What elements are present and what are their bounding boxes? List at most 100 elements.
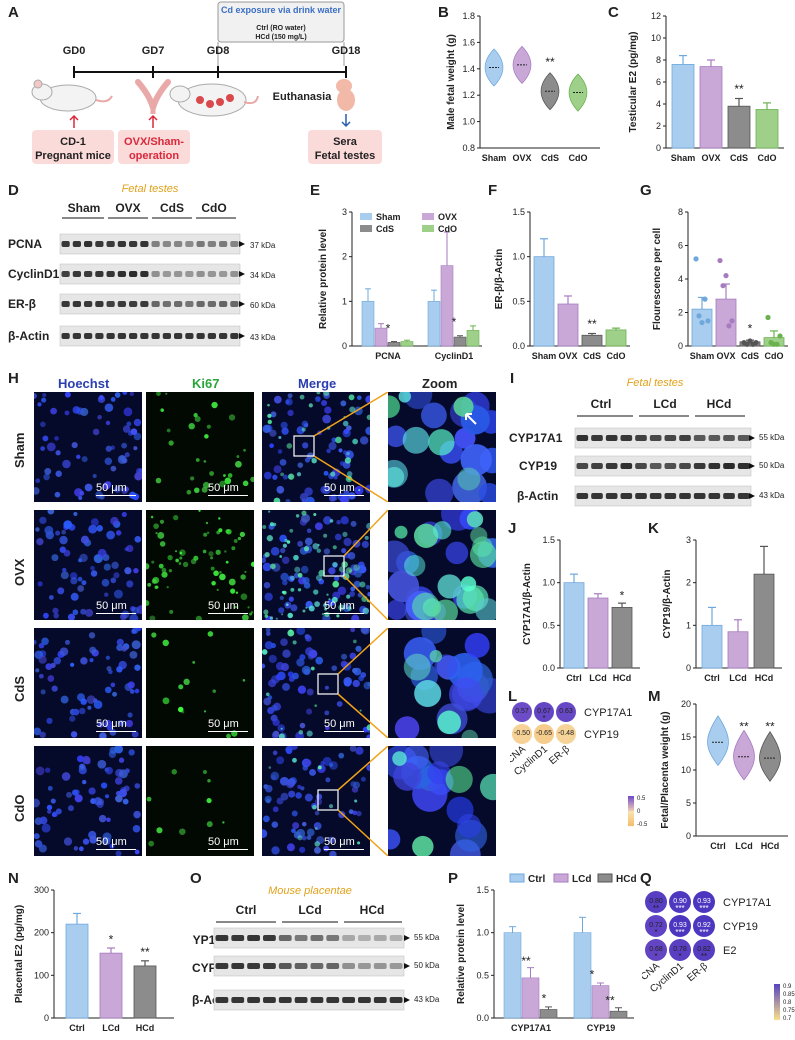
blot-band	[708, 463, 721, 469]
panel-letter-g: G	[640, 182, 652, 199]
nucleus	[263, 581, 271, 589]
color-scale-step	[774, 1006, 780, 1009]
blot-band	[693, 463, 706, 469]
nucleus	[34, 487, 40, 495]
scale-bar: 50 μm	[96, 482, 136, 496]
panel-o-western-blot: Mouse placentae Ctrl LCd HCd CYP17A1 CYP…	[192, 885, 440, 1011]
blot-band	[294, 997, 308, 1003]
arrow-left-icon	[239, 271, 245, 277]
nucleus	[90, 518, 99, 527]
group-hcd-o: HCd	[360, 903, 385, 917]
correlation-value: 0.93	[673, 922, 687, 929]
ki67-signal	[331, 596, 338, 603]
ki67-signal	[297, 572, 303, 578]
group-ctrl-o: Ctrl	[236, 903, 257, 917]
nucleus	[263, 471, 272, 480]
nucleus	[121, 646, 127, 652]
blot-band	[373, 963, 387, 969]
color-scale-label: 0	[637, 809, 641, 815]
nucleus	[133, 567, 139, 574]
panel-l-correlation-matrix: 0.57 0.67*0.63-0.50 -0.65 -0.48CYP17A1CYP19…	[510, 702, 648, 828]
col-header-merge: Merge	[298, 376, 337, 391]
significance-mark: **	[140, 945, 150, 959]
ki67-signal	[158, 563, 164, 569]
ki67-signal	[297, 588, 302, 592]
blot-band	[649, 435, 662, 441]
significance-mark: *	[590, 968, 595, 982]
ki67-signal	[352, 438, 358, 445]
correlation-value: 0.68	[649, 946, 663, 953]
nucleus	[285, 498, 291, 502]
panel-letter-q: Q	[640, 870, 652, 887]
nucleus	[40, 689, 46, 695]
x-tick-label: CdO	[569, 153, 588, 163]
nucleus	[278, 607, 285, 614]
ki67-signal	[250, 476, 254, 483]
legend-label: Ctrl	[528, 874, 545, 885]
ki67-signal	[179, 549, 186, 556]
ki67-signal	[209, 471, 215, 476]
correlation-value: 0.63	[559, 708, 573, 715]
ki67-signal	[247, 606, 250, 609]
nucleus	[80, 608, 87, 615]
ki67-signal	[203, 460, 207, 463]
ki67-signal	[156, 827, 163, 834]
color-scale-step	[774, 1017, 780, 1019]
ki67-signal	[235, 460, 242, 468]
nucleus	[328, 567, 336, 575]
group-cdo-d: CdO	[201, 201, 226, 215]
nucleus	[80, 657, 88, 665]
blot-band	[162, 301, 171, 307]
nucleus	[306, 828, 315, 837]
color-scale-step	[774, 1012, 780, 1015]
y-tick-label: 5	[686, 798, 691, 808]
nucleus	[339, 495, 349, 502]
data-point	[702, 296, 708, 302]
nucleus	[41, 637, 49, 646]
nucleus	[328, 494, 336, 502]
nucleus	[282, 579, 288, 586]
nucleus	[322, 756, 332, 766]
ki67-signal	[242, 480, 249, 487]
nucleus	[42, 393, 47, 398]
color-scale-step	[628, 821, 634, 824]
blot-band	[679, 463, 691, 469]
legend-label: LCd	[572, 874, 591, 885]
nucleus	[41, 823, 51, 833]
y-tick-label: 15	[681, 732, 691, 742]
micrograph-hoechst-cds: 50 μm	[34, 628, 142, 738]
ki67-signal	[326, 593, 329, 596]
ki67-signal	[198, 510, 201, 512]
nucleus	[282, 474, 288, 480]
x-tick-label: OVX	[512, 153, 531, 163]
nucleus	[457, 813, 482, 838]
ki67-signal	[366, 724, 370, 731]
bar	[400, 341, 414, 347]
blot-band	[247, 997, 260, 1003]
scale-bar-line	[96, 613, 136, 614]
ki67-signal	[146, 563, 150, 570]
nucleus	[388, 599, 407, 620]
data-point	[729, 318, 735, 324]
micrograph-merge-sham: 50 μm	[262, 392, 370, 502]
y-tick-label: 1	[342, 296, 347, 306]
nucleus	[269, 429, 277, 437]
blot-band	[196, 333, 205, 339]
blot-band	[185, 333, 194, 339]
ki67-signal	[460, 576, 477, 592]
pregnant-mice-label: Pregnant mice	[35, 150, 111, 162]
micrograph-ki67-cdo: 50 μm	[146, 746, 254, 856]
nucleus	[74, 794, 83, 803]
scale-bar-line	[208, 731, 248, 732]
data-point	[753, 340, 759, 346]
color-scale-step	[628, 824, 634, 827]
nucleus	[304, 793, 313, 802]
ki67-signal	[414, 679, 442, 708]
nucleus	[122, 392, 128, 395]
blot-band	[693, 435, 706, 441]
blot-band	[219, 301, 228, 307]
nucleus	[123, 785, 130, 792]
legend-swatch	[597, 873, 613, 883]
ki67-signal	[250, 611, 254, 614]
nucleus	[393, 762, 422, 791]
